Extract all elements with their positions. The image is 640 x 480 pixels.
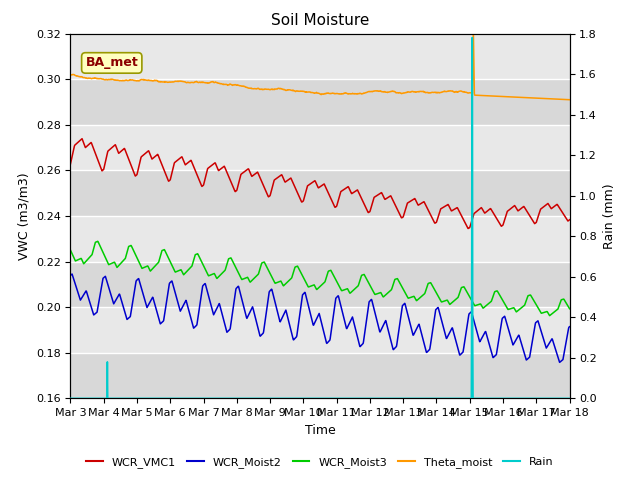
Bar [70,262,570,307]
X-axis label: Time: Time [305,424,335,437]
Title: Soil Moisture: Soil Moisture [271,13,369,28]
Bar [70,307,570,353]
Bar [70,170,570,216]
Bar [70,216,570,262]
Y-axis label: Rain (mm): Rain (mm) [603,183,616,249]
Bar [70,34,570,79]
Bar [70,79,570,125]
Bar [70,125,570,170]
Y-axis label: VWC (m3/m3): VWC (m3/m3) [17,172,30,260]
Bar [70,353,570,398]
Legend: WCR_VMC1, WCR_Moist2, WCR_Moist3, Theta_moist, Rain: WCR_VMC1, WCR_Moist2, WCR_Moist3, Theta_… [82,452,558,472]
Text: BA_met: BA_met [85,57,138,70]
